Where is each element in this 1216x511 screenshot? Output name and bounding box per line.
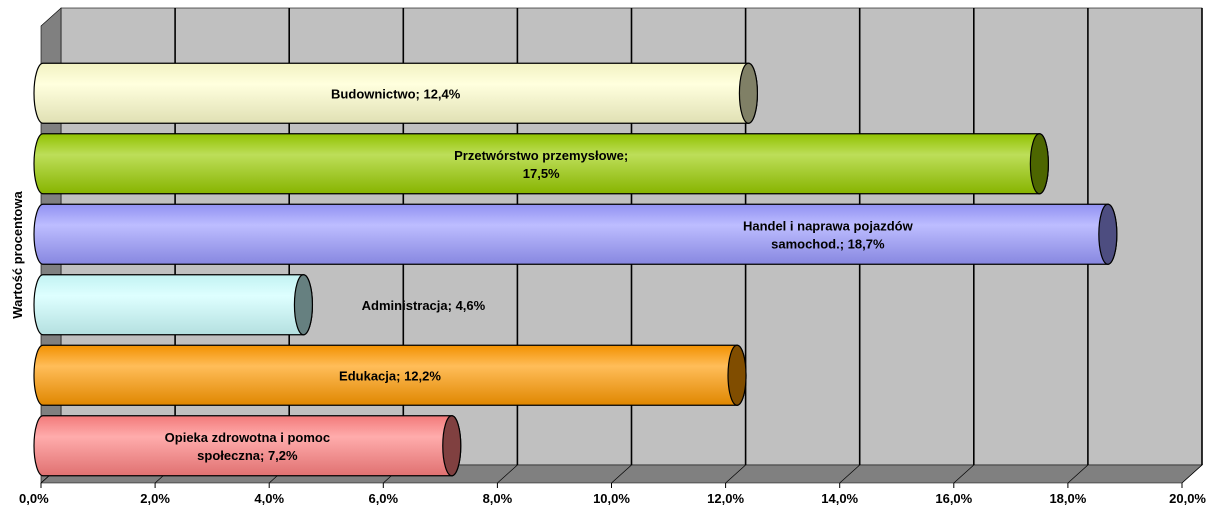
bar: Budownictwo; 12,4% <box>33 62 759 124</box>
floor-gridline <box>725 464 746 484</box>
x-tick-label: 4,0% <box>254 491 284 506</box>
floor-gridline <box>497 464 518 484</box>
bar-data-label: Handel i naprawa pojazdów samochod.; 18,7… <box>743 218 914 251</box>
x-tick-labels: 0,0% 2,0% 4,0% 6,0% 8,0% 10,0% 12,0% 14,0% 16,0%… <box>19 491 1206 506</box>
bar-end-cap <box>293 274 314 336</box>
y-axis-label: Wartość procentowa <box>10 191 25 319</box>
bar: Edukacja; 12,2% <box>33 344 747 406</box>
bar-end-cap <box>1098 203 1118 265</box>
x-tick-label: 2,0% <box>140 491 170 506</box>
x-tick-label: 20,0% <box>1169 491 1206 506</box>
floor-gridline <box>1181 464 1203 484</box>
bar-data-label: Administracja; 4,6% <box>362 298 486 313</box>
x-tick-label: 8,0% <box>483 491 513 506</box>
bar-body <box>33 203 1118 265</box>
x-tick-label: 18,0% <box>1049 491 1086 506</box>
x-tick-label: 16,0% <box>935 491 972 506</box>
bar-body <box>33 133 1049 195</box>
x-tick-label: 0,0% <box>19 491 49 506</box>
bar-body <box>33 415 462 477</box>
bar-data-label: Opieka zdrowotna i pomoc społeczna; 7,2% <box>165 430 330 463</box>
bar-data-label: Przetwórstwo przemysłowe; 17,5% <box>454 148 628 181</box>
bars: Budownictwo; 12,4% Przetwórstwo przemysło… <box>33 62 1118 477</box>
bar-body <box>33 274 314 336</box>
floor-gridline <box>839 464 860 484</box>
floor-gridline <box>611 464 632 484</box>
bar: Opieka zdrowotna i pomoc społeczna; 7,2% <box>33 415 462 477</box>
bar-end-cap <box>738 62 759 124</box>
bar-end-cap <box>442 415 462 477</box>
bar: Handel i naprawa pojazdów samochod.; 18,7… <box>33 203 1118 265</box>
floor-gridline <box>953 464 975 484</box>
bar-data-label: Edukacja; 12,2% <box>339 368 441 383</box>
bar-end-cap <box>1029 133 1049 195</box>
x-tick-label: 6,0% <box>368 491 398 506</box>
bar-end-cap <box>727 344 747 406</box>
bar-data-label: Budownictwo; 12,4% <box>331 86 461 101</box>
bar: Administracja; 4,6% <box>33 274 486 336</box>
x-tick-label: 10,0% <box>593 491 630 506</box>
x-tick-label: 12,0% <box>707 491 744 506</box>
bar: Przetwórstwo przemysłowe; 17,5% <box>33 133 1049 195</box>
x-tick-label: 14,0% <box>821 491 858 506</box>
floor-gridline <box>1067 464 1089 484</box>
